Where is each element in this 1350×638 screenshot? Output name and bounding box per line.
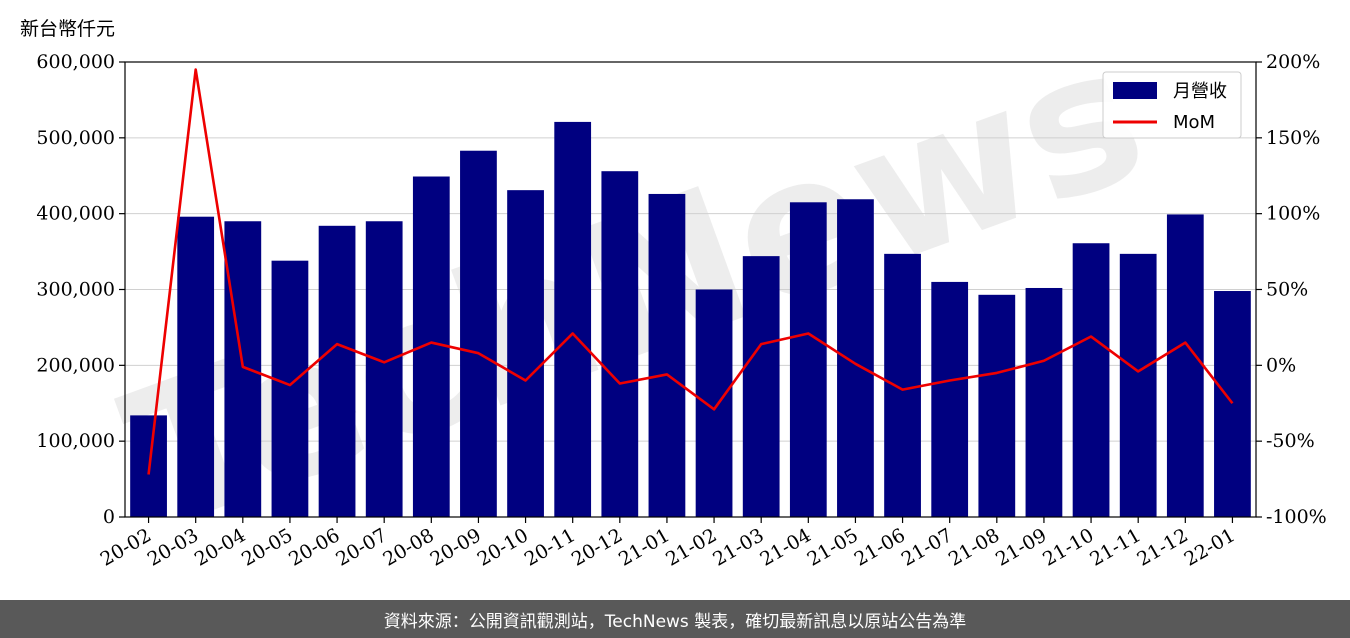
bar-20-07 [365,221,403,517]
left-tick-label: 600,000 [36,51,115,73]
right-tick-label: 100% [1266,203,1320,225]
right-tick-label: 200% [1266,51,1320,73]
x-tick-label: 20-09 [426,524,484,570]
x-tick-label: 21-06 [851,524,909,570]
x-tick-label: 20-10 [474,524,532,570]
x-tick-label: 21-11 [1086,524,1144,570]
left-y-axis: 0 100,000 200,000 300,000 400,000 500,000 600,… [36,51,125,528]
source-footer-text: 資料來源：公開資訊觀測站，TechNews 製表，確切最新訊息以原站公告為準 [383,611,967,632]
right-tick-label: -100% [1266,506,1327,528]
legend-label-revenue: 月營收 [1173,81,1227,102]
bar-22-01 [1214,291,1251,517]
x-tick-label: 20-07 [332,524,390,570]
x-tick-label: 20-11 [521,524,579,570]
left-tick-label: 100,000 [36,430,115,452]
right-tick-label: 0% [1266,354,1296,376]
x-tick-label: 21-04 [756,524,814,570]
x-tick-label: 22-01 [1180,524,1238,570]
right-y-axis: -100% -50% 0% 50% 100% 150% 200% [1256,51,1327,528]
bar-21-05 [837,199,874,517]
bar-21-10 [1072,243,1110,517]
bar-20-09 [460,150,497,517]
x-tick-label: 20-08 [379,524,437,570]
right-tick-label: 50% [1266,279,1308,301]
x-tick-label: 21-10 [1039,524,1097,570]
bar-20-10 [507,190,544,518]
left-tick-label: 0 [103,506,115,528]
bar-20-12 [601,171,639,517]
bar-21-07 [931,281,969,517]
bar-20-05 [271,260,309,517]
line-series [147,68,1234,475]
x-tick-label: 21-01 [615,524,673,570]
bar-21-04 [789,202,827,517]
bar-20-11 [554,121,592,518]
bar-21-11 [1119,253,1157,517]
x-tick-label: 20-12 [568,524,626,570]
bar-21-02 [695,289,733,517]
bar-20-03 [177,216,215,517]
x-tick-label: 20-02 [97,524,155,570]
source-footer: 資料來源：公開資訊觀測站，TechNews 製表，確切最新訊息以原站公告為準 [0,600,1350,638]
left-tick-label: 300,000 [36,279,115,301]
bar-20-06 [318,225,356,518]
y-axis-unit-label: 新台幣仟元 [20,18,116,40]
legend-swatch-bar [1113,82,1157,99]
legend: 月營收 MoM [1102,71,1242,139]
bar-series [130,121,1251,518]
mom-line [147,68,1234,475]
x-tick-label: 21-05 [803,524,861,570]
bar-21-12 [1166,214,1204,518]
bar-21-09 [1025,287,1063,517]
right-tick-label: 150% [1266,127,1320,149]
left-tick-label: 200,000 [36,354,115,376]
chart: TechNews 0100,000200,000300,000400,00050… [36,2,1327,571]
bar-21-01 [648,193,686,517]
legend-label-mom: MoM [1173,112,1215,133]
right-tick-label: -50% [1266,430,1315,452]
x-tick-label: 21-07 [898,524,956,570]
bar-21-06 [884,253,921,517]
x-tick-label: 21-09 [992,524,1050,570]
x-tick-label: 21-08 [945,524,1003,570]
left-tick-label: 400,000 [36,203,115,225]
x-tick-label: 21-02 [662,524,720,570]
bar-21-08 [978,294,1016,517]
left-tick-label: 500,000 [36,127,115,149]
bar-20-04 [224,221,262,517]
x-tick-label: 20-06 [285,524,343,570]
x-tick-label: 21-03 [709,524,767,570]
x-tick-label: 21-12 [1133,524,1191,570]
bar-21-03 [742,256,780,517]
